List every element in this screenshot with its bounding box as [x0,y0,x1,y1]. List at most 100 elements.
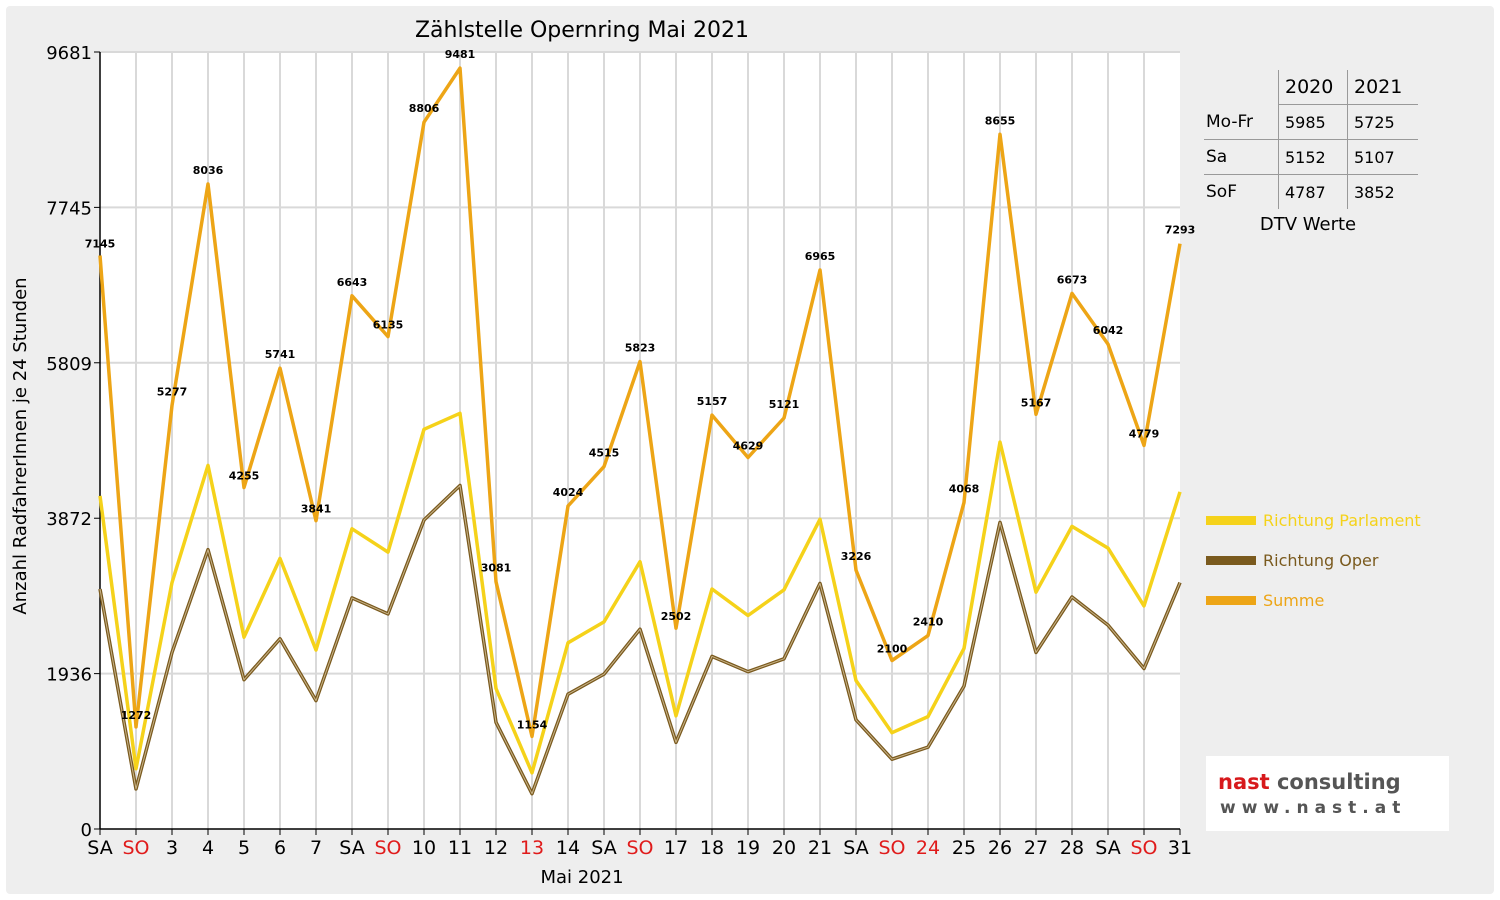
legend-swatch [1206,555,1256,565]
data-label: 5167 [1021,396,1052,409]
data-label: 1272 [121,709,152,722]
dtv-cell-2021: 3852 [1347,174,1418,209]
x-tick-label: 13 [520,837,544,859]
x-tick-label: 21 [808,837,832,859]
data-label: 5277 [157,385,188,398]
data-label: 8036 [193,164,224,177]
x-tick-label: 28 [1060,837,1084,859]
data-label: 4515 [589,447,620,460]
logo-word-consulting: consulting [1276,770,1401,794]
data-label: 4255 [229,469,260,482]
dtv-table: 2020 2021 Mo-Fr 5985 5725 Sa 5152 5107 S… [1204,70,1418,209]
dtv-cell-2021: 5725 [1347,104,1418,140]
x-tick-label: 14 [556,837,580,859]
x-tick-label: 18 [700,837,724,859]
x-tick-label: SA [591,837,616,859]
x-tick-label: SO [374,837,401,859]
data-label: 7145 [85,238,116,251]
dtv-row-label: Mo-Fr [1204,104,1279,140]
x-tick-label: 20 [772,837,796,859]
x-tick-label: 17 [664,837,688,859]
dtv-header-empty [1204,70,1279,105]
legend-item: Richtung Parlament [1206,500,1421,540]
chart-title: Zählstelle Opernring Mai 2021 [415,18,749,43]
dtv-cell-2020: 5152 [1278,139,1348,175]
logo-url: www.nast.at [1220,798,1407,818]
legend-swatch [1206,595,1256,605]
line-chart: 0 1936 3872 5809 7745 9681 SA SO 3 4 5 6 7 SA SO 10 11 12… [10,18,1196,888]
data-label: 5823 [625,342,656,355]
x-tick-label: 6 [274,837,286,859]
legend-item: Summe [1206,580,1421,620]
logo-word-nast: nast [1218,770,1270,794]
x-tick-label: 4 [202,837,214,859]
data-label: 4024 [553,486,584,499]
series-line-summe [98,66,1182,739]
legend-item: Richtung Oper [1206,540,1421,580]
logo-wordmark: nast consulting [1218,770,1401,794]
data-labels: 7145 1272 5277 8036 4255 5741 3841 6643 6135 8806… [85,48,1196,731]
dtv-row-label: SoF [1206,182,1237,202]
y-tick-label: 7745 [46,198,92,219]
y-tick-label: 1936 [46,665,92,686]
data-label: 4629 [733,439,764,452]
x-tick-label: SA [339,837,364,859]
data-label: 3841 [301,503,332,516]
x-tick-label: SA [1095,837,1120,859]
x-tick-label: SA [87,837,112,859]
y-axis-label: Anzahl RadfahrerInnen je 24 Stunden [10,277,31,614]
legend-label: Richtung Oper [1263,550,1379,570]
dtv-header-2020: 2020 [1278,70,1348,105]
dtv-cell-2020: 4787 [1278,174,1348,209]
x-tick-label: 26 [988,837,1012,859]
x-tick-label: SA [843,837,868,859]
company-logo: nast consulting www.nast.at [1206,756,1449,831]
y-tick-label: 9681 [46,43,92,64]
x-tick-label: 5 [238,837,250,859]
dtv-header-2021: 2021 [1347,70,1418,105]
data-label: 3081 [481,562,512,575]
series-lines [98,66,1182,796]
data-label: 4779 [1129,427,1160,440]
x-tick-label: 25 [952,837,976,859]
x-tick-label: 19 [736,837,760,859]
grid [100,51,1180,829]
series-line-highlight-richtung-oper [99,485,1181,795]
data-label: 6965 [805,250,836,263]
x-tick-label: SO [122,837,149,859]
legend: Richtung Parlament Richtung Oper Summe [1206,500,1421,620]
dtv-cell-2020: 5985 [1278,104,1348,140]
y-tick-label: 5809 [46,354,92,375]
x-tick-label: 12 [484,837,508,859]
x-axis-label: Mai 2021 [540,867,623,888]
data-label: 5157 [697,395,728,408]
x-tick-label: 27 [1024,837,1048,859]
data-label: 5121 [769,398,800,411]
dtv-row: SoF 4787 3852 [1204,174,1418,209]
data-label: 7293 [1165,224,1196,237]
x-tick-label: SO [1130,837,1157,859]
axes: 0 1936 3872 5809 7745 9681 SA SO 3 4 5 6 7 SA SO 10 11 12… [46,43,1192,859]
dtv-row-label: Sa [1204,139,1279,175]
series-line-richtung-parlament [98,411,1182,775]
x-tick-label: SO [626,837,653,859]
dtv-caption: DTV Werte [1259,214,1357,235]
y-tick-label: 3872 [46,509,92,530]
data-label: 8806 [409,102,440,115]
data-label: 2410 [913,616,944,629]
dtv-row: Sa 5152 5107 [1204,139,1418,175]
dtv-header-row: 2020 2021 [1204,70,1418,105]
data-label: 5741 [265,348,296,361]
x-tick-label: 11 [448,837,472,859]
legend-swatch [1206,515,1256,525]
data-label: 2502 [661,610,692,623]
data-label: 9481 [445,48,476,61]
dtv-row: Mo-Fr 5985 5725 [1204,104,1418,140]
data-label: 6042 [1093,324,1124,337]
data-label: 6135 [373,319,404,332]
x-tick-label: 3 [166,837,178,859]
legend-label: Summe [1263,590,1325,610]
data-label: 6643 [337,276,368,289]
data-label: 1154 [517,718,548,731]
data-label: 6673 [1057,273,1088,286]
